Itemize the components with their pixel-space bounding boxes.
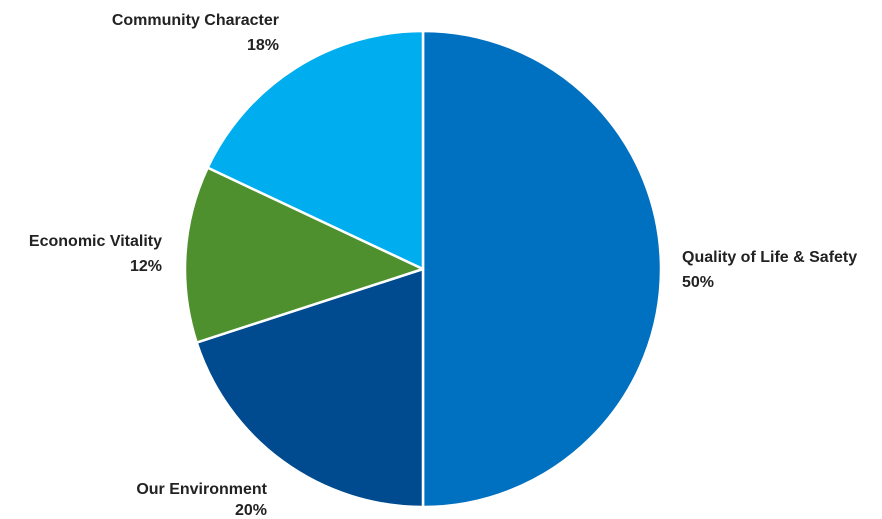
pie-slices <box>183 29 663 509</box>
slice-percent-community-character: 18% <box>247 37 279 54</box>
pie-labels: Quality of Life & Safety 50% Our Environme… <box>29 12 857 519</box>
pie-slice-quality-of-life-safety <box>421 29 663 509</box>
slice-percent-quality-of-life-safety: 50% <box>682 274 714 291</box>
slice-label-community-character: Community Character <box>112 12 279 29</box>
slice-percent-our-environment: 20% <box>235 502 267 519</box>
pie-slice-economic-vitality <box>183 166 425 344</box>
slice-label-quality-of-life-safety: Quality of Life & Safety <box>682 249 857 266</box>
slice-label-economic-vitality: Economic Vitality <box>29 233 162 250</box>
slice-percent-economic-vitality: 12% <box>130 258 162 275</box>
pie-slice-our-environment <box>195 267 425 509</box>
slice-label-our-environment: Our Environment <box>136 481 267 498</box>
pie-slice-community-character <box>206 29 425 271</box>
